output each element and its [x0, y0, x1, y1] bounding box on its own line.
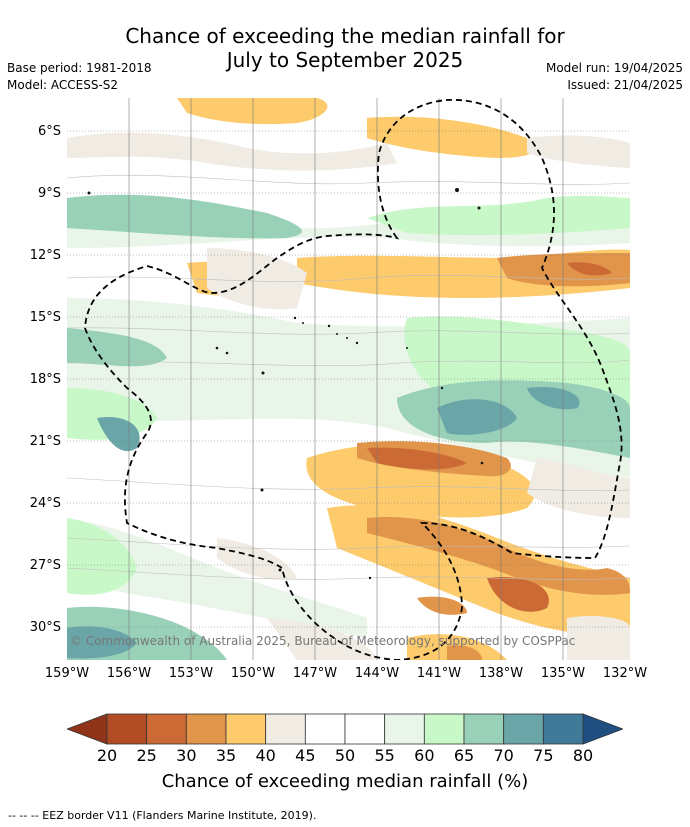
- colorbar-tick-label: 75: [533, 746, 554, 765]
- copyright-text: © Commonwealth of Australia 2025, Bureau…: [70, 634, 576, 648]
- meridians: [128, 98, 564, 660]
- title-line-1: Chance of exceeding the median rainfall …: [125, 24, 565, 48]
- colorbar-bin: [146, 713, 187, 745]
- colorbar-bin: [384, 713, 425, 745]
- colorbar-bin: [185, 713, 227, 745]
- colorbar-bin: [423, 713, 465, 745]
- colorbar-bin: [265, 713, 306, 745]
- eez-border: [84, 99, 623, 660]
- neutral-regions: [67, 132, 630, 660]
- lat-label: 30°S: [29, 620, 61, 635]
- lat-label: 15°S: [29, 310, 61, 325]
- base-period: Base period: 1981-2018: [7, 61, 152, 75]
- lon-label: 132°W: [602, 666, 648, 681]
- lat-label: 21°S: [29, 434, 61, 449]
- lon-label: 144°W: [354, 666, 400, 681]
- colorbar: [67, 713, 623, 745]
- colorbar-bins: [106, 713, 584, 745]
- colorbar-tick-label: 30: [176, 746, 197, 765]
- colorbar-tick-label: 45: [295, 746, 316, 765]
- lat-label: 27°S: [29, 558, 61, 573]
- colorbar-bin: [106, 713, 148, 745]
- colorbar-bin: [225, 713, 267, 745]
- colorbar-bin: [503, 713, 544, 745]
- gridlines: [67, 130, 630, 628]
- colorbar-title: Chance of exceeding median rainfall (%): [161, 771, 529, 792]
- lat-label: 6°S: [37, 124, 61, 139]
- lon-label: 135°W: [540, 666, 586, 681]
- lat-label: 24°S: [29, 496, 61, 511]
- colorbar-low-arrow: [67, 713, 108, 745]
- meta-right: Model run: 19/04/2025 Issued: 21/04/2025: [546, 60, 683, 94]
- colorbar-tick-label: 60: [414, 746, 435, 765]
- colorbar-bin: [463, 713, 505, 745]
- eez-legend-note: -- -- -- EEZ border V11 (Flanders Marine…: [8, 809, 317, 822]
- lon-label: 147°W: [292, 666, 338, 681]
- islands: [87, 188, 484, 580]
- wet-regions: [67, 194, 630, 660]
- model-name: Model: ACCESS-S2: [7, 78, 119, 92]
- colorbar-tick-label: 70: [493, 746, 514, 765]
- issued-date: Issued: 21/04/2025: [567, 78, 683, 92]
- colorbar-tick-label: 80: [572, 746, 594, 765]
- meta-left: Base period: 1981-2018 Model: ACCESS-S2: [7, 60, 152, 94]
- colorbar-tick-label: 50: [334, 746, 356, 765]
- lon-label: 159°W: [44, 666, 90, 681]
- lon-label: 153°W: [168, 666, 214, 681]
- colorbar-tick-label: 65: [453, 746, 475, 765]
- lon-label: 141°W: [416, 666, 462, 681]
- lat-label: 12°S: [29, 248, 61, 263]
- colorbar-tick-label: 40: [255, 746, 276, 765]
- colorbar-bin: [344, 713, 386, 745]
- contour-lines: [67, 174, 630, 580]
- lat-label: 18°S: [29, 372, 61, 387]
- colorbar-tick-label: 25: [136, 746, 157, 765]
- rainfall-map: [67, 98, 630, 660]
- colorbar-tick-label: 55: [374, 746, 395, 765]
- colorbar-tick-label: 20: [96, 746, 118, 765]
- lon-label: 156°W: [106, 666, 152, 681]
- lat-label: 9°S: [37, 186, 61, 201]
- title-line-2: July to September 2025: [226, 48, 464, 72]
- colorbar-high-arrow: [582, 713, 623, 745]
- model-run-date: Model run: 19/04/2025: [545, 61, 683, 75]
- colorbar-bin: [542, 713, 584, 745]
- colorbar-bin: [304, 713, 346, 745]
- colorbar-tick-label: 35: [215, 746, 237, 765]
- lon-label: 138°W: [478, 666, 524, 681]
- lon-label: 150°W: [230, 666, 276, 681]
